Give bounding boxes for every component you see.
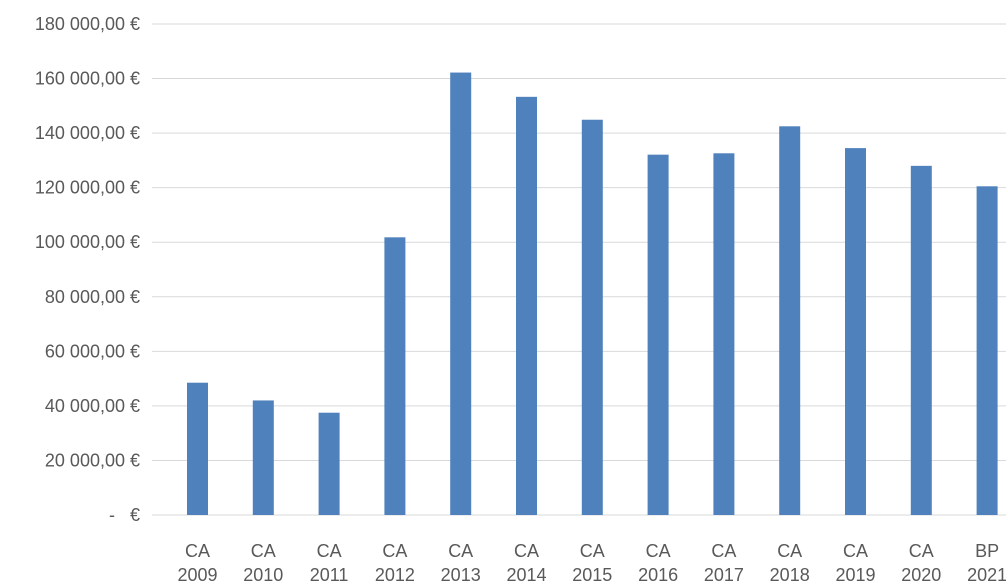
y-tick-label: 120 000,00 € — [35, 178, 140, 198]
x-tick-label-line2: 2013 — [441, 565, 481, 583]
x-tick-label-line1: CA — [317, 541, 342, 561]
x-tick-label-line2: 2019 — [835, 565, 875, 583]
y-tick-label: 40 000,00 € — [45, 396, 140, 416]
x-tick-label-line1: CA — [646, 541, 671, 561]
x-tick-label-line2: 2016 — [638, 565, 678, 583]
x-tick-label-line2: 2018 — [770, 565, 810, 583]
x-tick-label-line1: CA — [185, 541, 210, 561]
bar — [713, 153, 735, 515]
x-tick-label-line2: 2009 — [177, 565, 217, 583]
x-tick-label-line1: CA — [711, 541, 736, 561]
bar — [516, 96, 537, 515]
y-tick-label: 80 000,00 € — [45, 287, 140, 307]
x-tick-label-line1: CA — [843, 541, 868, 561]
y-tick-label: - € — [109, 505, 140, 525]
x-tick-label-line1: BP — [975, 541, 999, 561]
x-axis-tick-labels: CA 2009 CA 2010 CA 2011 CA 2012 CA 2013 CA 2014 CA 20… — [177, 541, 1006, 583]
x-tick-label-line2: 2011 — [310, 565, 349, 583]
x-tick-label-line2: 2021 — [967, 565, 1006, 583]
x-tick-label-line2: 2010 — [243, 565, 283, 583]
x-tick-label-line1: CA — [382, 541, 407, 561]
bar — [647, 154, 669, 515]
bar — [384, 237, 406, 515]
x-tick-label-line1: CA — [580, 541, 605, 561]
x-tick-label-line2: 2020 — [901, 565, 941, 583]
y-tick-label: 160 000,00 € — [35, 69, 140, 89]
x-tick-label-line1: CA — [448, 541, 473, 561]
bar — [318, 412, 340, 515]
bar — [845, 148, 866, 515]
y-tick-label: 180 000,00 € — [35, 14, 140, 34]
x-tick-label-line1: CA — [251, 541, 276, 561]
x-tick-label-line2: 2014 — [506, 565, 546, 583]
y-axis-tick-labels: - € 20 000,00 € 40 000,00 € 60 000,00 € 80 0… — [35, 14, 140, 525]
bar — [779, 126, 801, 516]
bar — [252, 400, 274, 515]
bar — [910, 165, 932, 515]
y-tick-label: 100 000,00 € — [35, 232, 140, 252]
x-tick-label-line2: 2015 — [572, 565, 612, 583]
y-tick-label: 60 000,00 € — [45, 341, 140, 361]
x-tick-label-line2: 2017 — [704, 565, 744, 583]
y-tick-label: 20 000,00 € — [45, 450, 140, 470]
bar — [581, 119, 603, 516]
y-tick-label: 140 000,00 € — [35, 123, 140, 143]
grid-lines — [152, 23, 1006, 516]
x-tick-label-line2: 2012 — [375, 565, 415, 583]
bars — [187, 72, 998, 516]
x-tick-label-line1: CA — [909, 541, 934, 561]
x-tick-label-line1: CA — [514, 541, 539, 561]
bar — [187, 382, 208, 515]
bar — [976, 186, 998, 515]
bar — [450, 72, 472, 515]
x-tick-label-line1: CA — [777, 541, 802, 561]
